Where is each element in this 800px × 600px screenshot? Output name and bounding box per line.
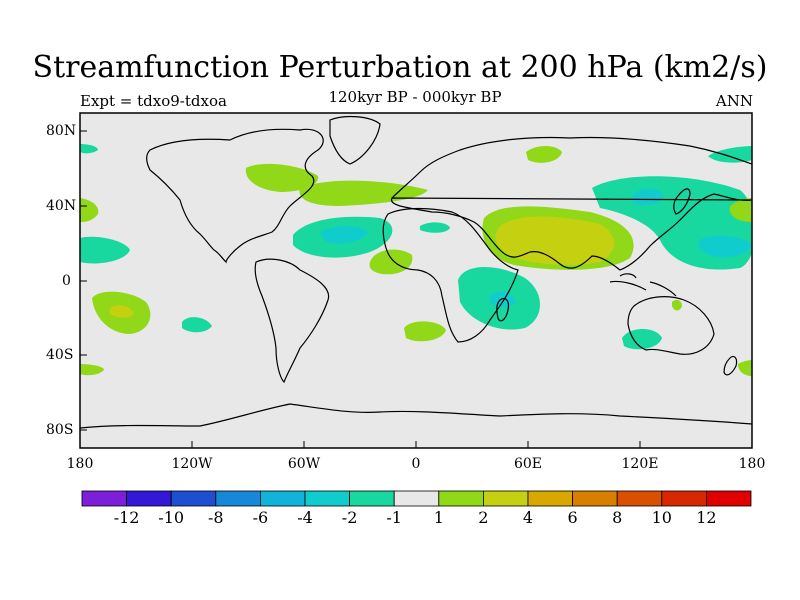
- colorbar-tick-label: -12: [113, 508, 140, 527]
- lon-label-120e: 120E: [621, 456, 659, 472]
- colorbar-box: [572, 490, 618, 507]
- colorbar-tick-label: -4: [297, 508, 313, 527]
- coastline-australia: [627, 296, 715, 355]
- lon-label-180-east: 180: [738, 456, 766, 472]
- colorbar-tick-label: 8: [612, 508, 623, 527]
- colorbar-box: [527, 490, 573, 507]
- colorbar-box: [126, 490, 172, 507]
- coastline-africa: [382, 207, 519, 343]
- colorbar-box: [482, 490, 529, 507]
- colorbar-tick-label: 1: [433, 508, 444, 527]
- colorbar-tick-label: 10: [651, 508, 672, 527]
- contour-negative-arctic-right: [708, 146, 752, 163]
- coastline-eurasia: [390, 136, 752, 271]
- contour-negative-atlantic-inner: [320, 226, 368, 244]
- colorbar-box: [259, 490, 306, 507]
- experiment-label: Expt = tdxo9-tdxoa: [80, 92, 227, 110]
- colorbar-box: [706, 490, 752, 507]
- contour-negative-pacific-inner: [698, 235, 752, 258]
- lat-label-80n: 80N: [46, 123, 77, 139]
- colorbar-box: [438, 490, 484, 507]
- contour-negative-australia: [622, 329, 662, 350]
- colorbar-tick-label: -1: [386, 508, 402, 527]
- coastline-south-america: [254, 258, 330, 384]
- lat-label-40n: 40N: [46, 198, 77, 214]
- colorbar-box: [616, 490, 663, 507]
- coastline-north-america: [146, 128, 324, 264]
- coastline-japan: [673, 188, 691, 215]
- colorbar-box: [170, 490, 217, 507]
- colorbar-tick-label: 12: [696, 508, 717, 527]
- map-background: [80, 113, 752, 448]
- season-label: ANN: [715, 92, 753, 110]
- subtitle: 120kyr BP - 000kyr BP: [328, 88, 502, 106]
- coastline-new-zealand: [723, 355, 738, 376]
- contour-negative-east-africa-inner: [490, 291, 516, 308]
- colorbar-box: [215, 490, 261, 507]
- colorbar-box: [393, 490, 440, 507]
- contour-negative-arctic-left: [80, 144, 98, 154]
- contour-positive-west-edge-south: [80, 364, 104, 376]
- contour-negative-med: [420, 222, 450, 233]
- axis-ticks: [79, 130, 753, 448]
- contour-negative-south-america: [182, 317, 212, 333]
- colorbar-tick-label: 2: [478, 508, 489, 527]
- lon-label-0: 0: [411, 456, 421, 472]
- colorbar-tick-label: 6: [567, 508, 578, 527]
- contour-positive-arctic: [526, 146, 562, 163]
- colorbar-box: [304, 490, 350, 507]
- colorbar-tick-label: -2: [341, 508, 358, 527]
- coastlines: [80, 115, 752, 429]
- contour-positive-west-edge-north: [80, 198, 99, 222]
- colorbar-box: [661, 490, 707, 507]
- contour-negative-west-edge: [80, 236, 130, 264]
- lon-label-120w: 120W: [171, 456, 213, 472]
- contour-positive-east-edge-north: [729, 198, 752, 222]
- contour-positive-north-atlantic: [299, 180, 428, 206]
- contour-negative-asia-small: [632, 188, 664, 206]
- lat-label-0: 0: [62, 273, 71, 289]
- contour-positive-asia-inner: [495, 216, 615, 265]
- colorbar-tick-label: -8: [208, 508, 224, 527]
- contour-positive-australia: [672, 299, 682, 311]
- colorbar-tick-label: -6: [252, 508, 269, 527]
- lat-label-40s: 40S: [46, 347, 74, 363]
- lon-label-60w: 60W: [287, 456, 321, 472]
- contour-fills: [80, 144, 752, 376]
- coastline-madagascar: [496, 297, 510, 322]
- colorbar: [81, 490, 752, 507]
- contour-positive-east-edge-south: [738, 360, 752, 376]
- colorbar-tick-label: -10: [158, 508, 185, 527]
- colorbar-box: [81, 490, 127, 507]
- coastline-antarctica: [80, 403, 752, 429]
- colorbar-box: [349, 490, 395, 507]
- lon-label-60e: 60E: [513, 456, 543, 472]
- contour-positive-south-atlantic: [404, 321, 446, 342]
- lon-label-180-west: 180: [66, 456, 94, 472]
- contour-positive-north-america: [245, 163, 319, 192]
- coastline-indonesia: [609, 273, 677, 297]
- chart-title: Streamfunction Perturbation at 200 hPa (…: [32, 50, 768, 85]
- coastline-greenland: [329, 115, 381, 165]
- contour-positive-south-pacific-inner: [110, 305, 134, 318]
- colorbar-tick-label: 4: [522, 508, 534, 527]
- lat-label-80s: 80S: [46, 422, 74, 438]
- contour-positive-africa: [369, 249, 413, 275]
